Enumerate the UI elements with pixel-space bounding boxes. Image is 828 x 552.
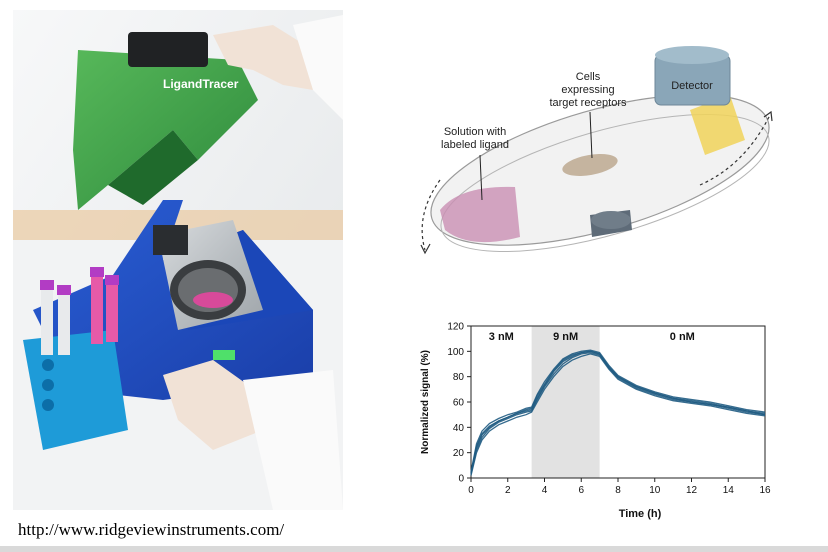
rotation-arrow-left bbox=[421, 179, 441, 251]
x-tick-label: 16 bbox=[759, 485, 771, 496]
source-url: http://www.ridgeviewinstruments.com/ bbox=[18, 520, 285, 539]
label-detector: Detector bbox=[671, 80, 713, 92]
solution-region bbox=[440, 186, 520, 243]
label-cells-1: Cells bbox=[576, 71, 601, 83]
phase-shade bbox=[531, 326, 600, 478]
x-tick-label: 6 bbox=[578, 485, 584, 496]
ligand-schematic: Detector Cells expressing target recepto… bbox=[420, 46, 773, 255]
pointer-cells bbox=[589, 111, 593, 159]
y-tick-label: 120 bbox=[447, 322, 464, 333]
label-solution-2: labeled ligand bbox=[441, 139, 509, 151]
phase-label: 9 nM bbox=[553, 331, 578, 343]
y-tick-label: 40 bbox=[453, 423, 465, 434]
x-tick-label: 4 bbox=[542, 485, 548, 496]
x-tick-label: 0 bbox=[468, 485, 474, 496]
y-tick-label: 100 bbox=[447, 347, 464, 358]
signal-chart: 3 nM 9 nM 0 nM 0 2 4 6 8 10 12 14 16 0 20 40 60 80 100 12… bbox=[420, 322, 771, 521]
x-axis-label: Time (h) bbox=[619, 508, 662, 520]
instrument-photo: LigandTracer bbox=[13, 10, 343, 510]
phase-label: 0 nM bbox=[670, 331, 695, 343]
brand-label: LigandTracer bbox=[163, 77, 239, 91]
label-cells-2: expressing bbox=[561, 84, 614, 96]
label-solution-1: Solution with bbox=[444, 126, 506, 138]
y-tick-label: 80 bbox=[453, 372, 465, 383]
cell-spot bbox=[562, 154, 618, 176]
series-line bbox=[470, 350, 766, 474]
y-tick-label: 60 bbox=[453, 398, 465, 409]
label-cells-3: target receptors bbox=[549, 97, 627, 109]
series-line bbox=[470, 353, 766, 476]
pointer-solution bbox=[479, 154, 483, 201]
x-tick-label: 10 bbox=[649, 485, 661, 496]
rotation-arrow-right bbox=[699, 114, 771, 186]
x-tick-label: 2 bbox=[505, 485, 511, 496]
x-tick-label: 12 bbox=[686, 485, 698, 496]
series-line bbox=[470, 351, 766, 475]
y-axis-label: Normalized signal (%) bbox=[420, 350, 431, 454]
series-line bbox=[470, 349, 766, 472]
x-tick-label: 8 bbox=[615, 485, 621, 496]
phase-label: 3 nM bbox=[489, 331, 514, 343]
plot-frame bbox=[470, 325, 766, 479]
y-tick-label: 20 bbox=[453, 448, 465, 459]
y-tick-label: 0 bbox=[458, 474, 464, 485]
detector-beam bbox=[690, 95, 745, 155]
x-tick-label: 14 bbox=[723, 485, 735, 496]
bottom-divider bbox=[0, 546, 828, 552]
